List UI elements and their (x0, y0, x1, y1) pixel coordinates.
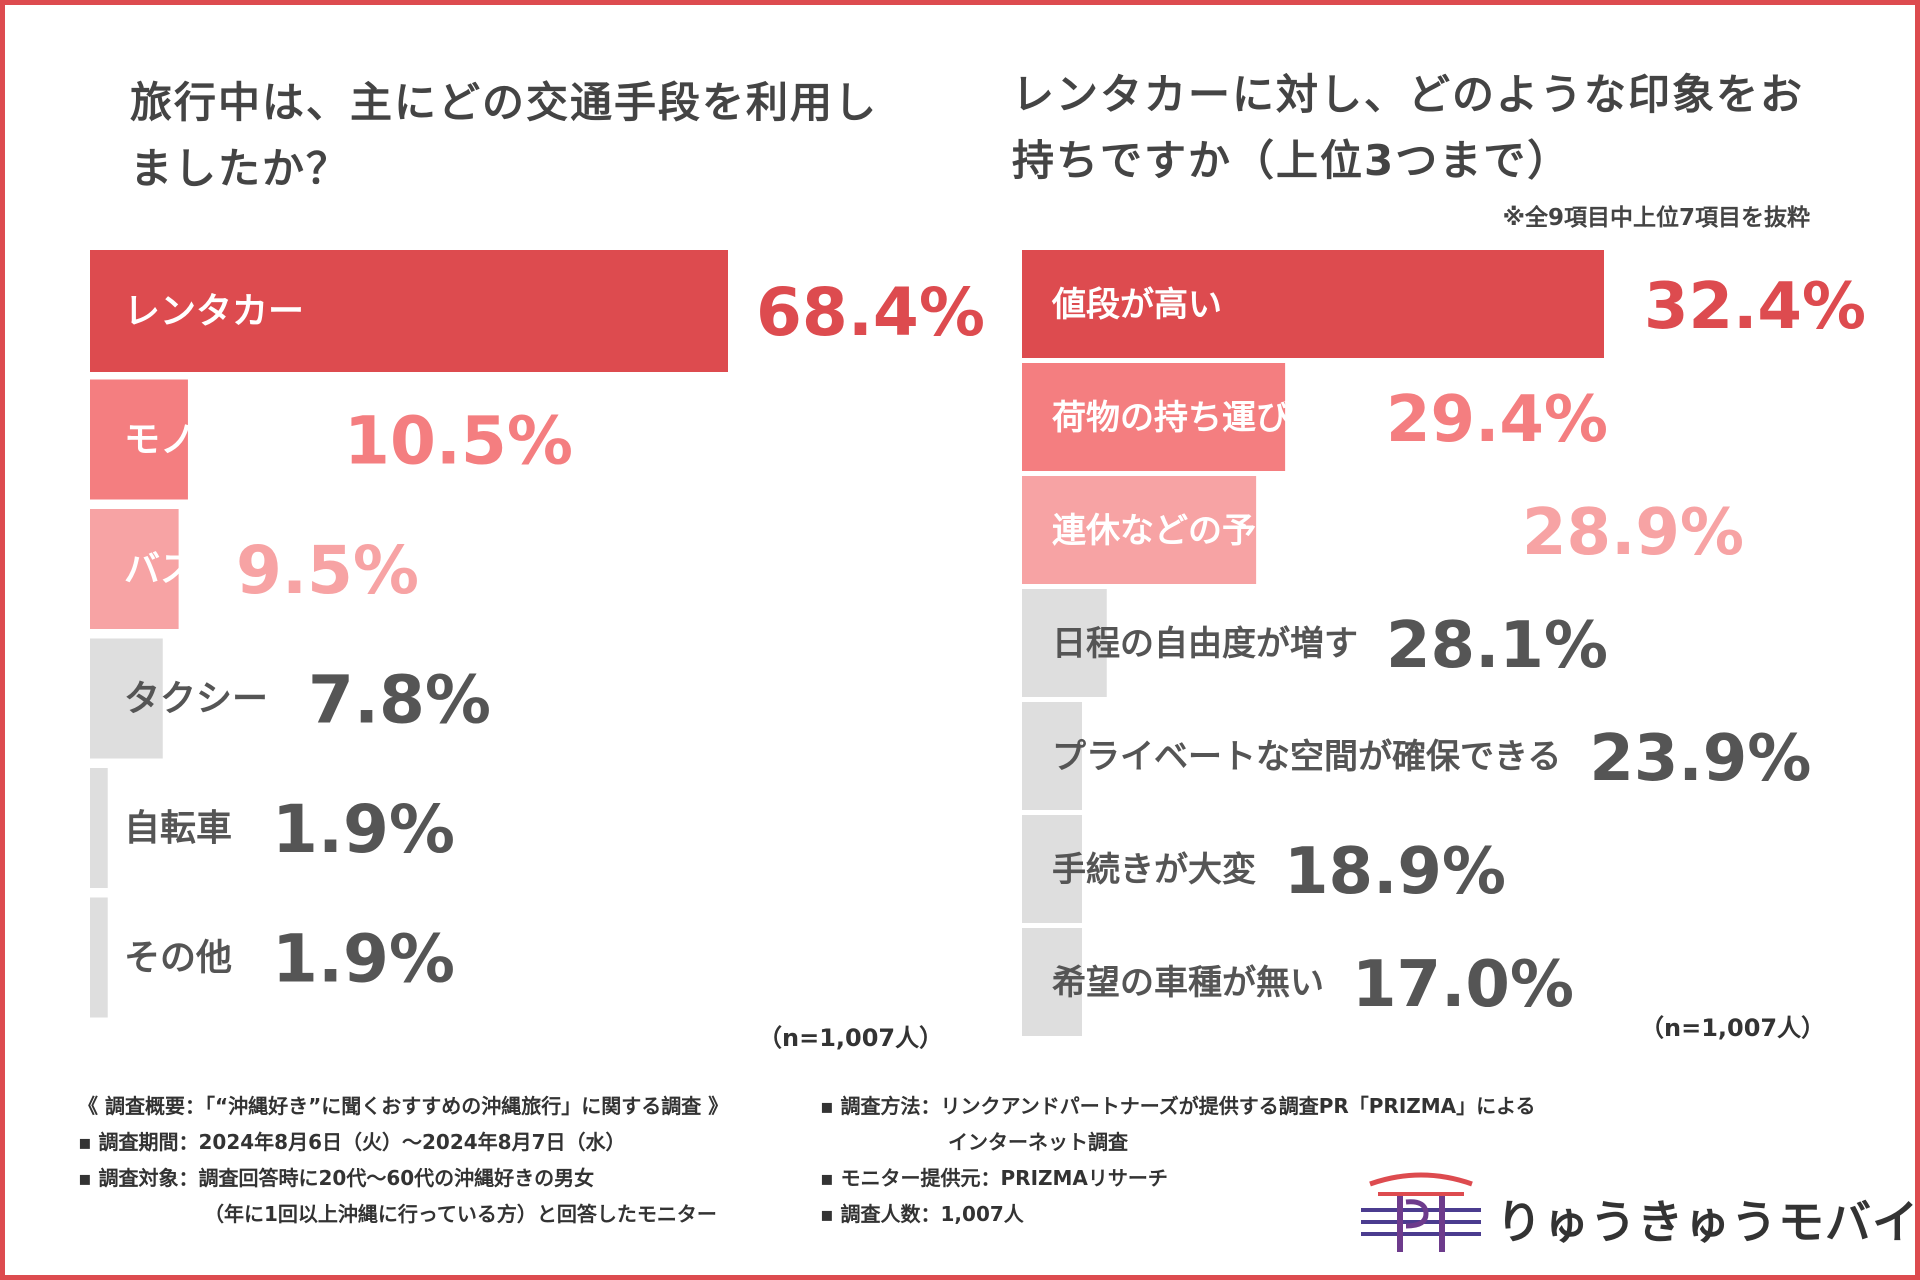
right-bar-label-3: 連休などの予約が取りづらい (1052, 511, 1494, 551)
survey-details: ▪ 調査方法：リンクアンドパートナーズが提供する調査PR「PRIZMA」による … (820, 1088, 1640, 1232)
left-sample-size: （n=1,007人） (758, 1024, 944, 1052)
left-bar-label-5: 自転車 (124, 808, 232, 849)
left-bar-label-1: レンタカー (124, 291, 304, 332)
left-bar-value-4: 7.8% (308, 662, 491, 739)
right-bar-label-6: 手続きが大変 (1052, 850, 1256, 890)
gate-logo-icon (1361, 1172, 1481, 1252)
left-bar-value-1: 68.4% (756, 274, 985, 351)
survey-method: ▪ 調査方法：リンクアンドパートナーズが提供する調査PR「PRIZMA」による (820, 1094, 1536, 1118)
survey-overview: 《 調査概要：「“沖縄好き”に聞くおすすめの沖縄旅行」に関する調査 》 ▪ 調査… (78, 1088, 818, 1232)
right-bar-5 (1022, 702, 1082, 810)
right-bar-label-7: 希望の車種が無い (1052, 963, 1324, 1003)
left-bar-label-6: その他 (124, 938, 232, 979)
brand-logo: りゅうきゅうモバイル (1356, 1170, 1920, 1254)
left-chart-title: 旅行中は、主にどの交通手段を利用しましたか？ (130, 78, 879, 193)
right-bar-3 (1022, 476, 1257, 584)
right-bar-value-6: 18.9% (1284, 835, 1506, 909)
right-bar-1 (1022, 250, 1604, 358)
left-bar-label-2: モノレール (124, 420, 304, 461)
right-bar-value-2: 29.4% (1386, 383, 1608, 457)
brand-name: りゅうきゅうモバイル (1496, 1195, 1920, 1249)
survey-target: ▪ 調査対象：調査回答時に20代～60代の沖縄好きの男女 (78, 1166, 595, 1190)
right-bar-value-7: 17.0% (1352, 948, 1574, 1022)
right-bar-value-5: 23.9% (1589, 722, 1811, 796)
right-bar-value-4: 28.1% (1386, 609, 1608, 683)
left-bar-value-6: 1.9% (272, 921, 455, 998)
left-bar-value-3: 9.5% (236, 532, 419, 609)
left-bar-5 (90, 768, 108, 888)
survey-period: ▪ 調査期間：2024年8月6日（火）～2024年8月7日（水） (78, 1130, 626, 1154)
left-bar-2 (90, 379, 188, 500)
right-chart-note: ※全9項目中上位7項目を抜粋 (1502, 205, 1810, 231)
left-bar-value-5: 1.9% (272, 791, 455, 868)
right-bar-6 (1022, 815, 1082, 923)
right-bar-label-5: プライベートな空間が確保できる (1052, 737, 1561, 777)
left-bar-1 (90, 250, 728, 372)
left-bar-3 (90, 509, 179, 629)
left-bar-label-4: タクシー (124, 679, 268, 720)
right-bar-label-1: 値段が高い (1051, 285, 1222, 325)
right-sample-size: （n=1,007人） (1640, 1014, 1826, 1042)
right-bar-7 (1022, 928, 1082, 1036)
left-bar-6 (90, 897, 108, 1018)
survey-monitor: ▪ モニター提供元：PRIZMAリサーチ (820, 1166, 1168, 1190)
right-bar-label-4: 日程の自由度が増す (1052, 624, 1358, 664)
right-chart-title: レンタカーに対し、どのような印象をお持ちですか（上位3つまで） (1012, 70, 1805, 185)
right-bar-value-3: 28.9% (1522, 496, 1744, 570)
left-bar-label-3: バス (124, 549, 196, 590)
right-bar-value-1: 32.4% (1644, 270, 1866, 344)
survey-title: 《 調査概要：「“沖縄好き”に聞くおすすめの沖縄旅行」に関する調査 》 (78, 1094, 729, 1118)
survey-target-cont: （年に1回以上沖縄に行っている方）と回答したモニター (204, 1202, 717, 1226)
right-bar-4 (1022, 589, 1107, 697)
right-bar-2 (1022, 363, 1286, 471)
left-bar-4 (90, 638, 163, 759)
left-bar-value-2: 10.5% (344, 403, 573, 480)
survey-count: ▪ 調査人数：1,007人 (820, 1202, 1024, 1226)
survey-method-cont: インターネット調査 (948, 1130, 1128, 1154)
right-bar-label-2: 荷物の持ち運びが楽 (1052, 398, 1358, 438)
